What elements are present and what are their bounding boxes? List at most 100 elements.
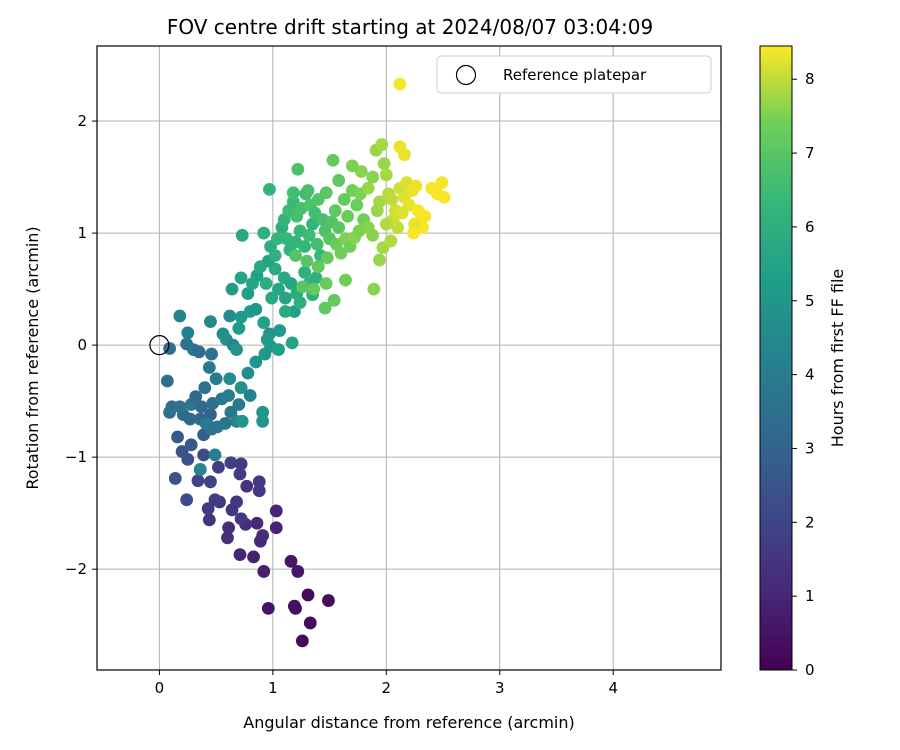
y-tick-label: 0: [77, 336, 87, 354]
y-tick-label: 1: [77, 224, 87, 242]
data-point: [252, 484, 266, 498]
data-point: [240, 479, 254, 493]
data-point: [257, 316, 271, 330]
data-point: [306, 217, 319, 231]
colorbar: 0 1 2 3 4 5 6 7 8: [759, 45, 815, 679]
data-point: [278, 305, 292, 318]
data-point: [395, 206, 409, 220]
legend-marker-open-circle-icon: [455, 64, 477, 86]
data-point: [269, 504, 283, 518]
data-point: [303, 616, 317, 630]
colorbar-tick-label: 1: [805, 587, 815, 605]
data-point: [193, 463, 207, 476]
x-tick-label: 0: [155, 679, 165, 697]
x-tick-label: 2: [382, 679, 392, 697]
data-point: [263, 182, 276, 196]
data-point: [175, 445, 189, 458]
colorbar-label: Hours from first FF file: [828, 269, 847, 448]
plot-frame: [96, 45, 722, 671]
data-point: [243, 389, 257, 402]
data-point: [367, 282, 381, 296]
data-point: [232, 398, 246, 411]
data-point: [366, 228, 380, 242]
data-point: [234, 512, 248, 526]
y-tick-label: −2: [65, 560, 87, 578]
data-point: [398, 148, 411, 162]
y-tick-label: −1: [65, 448, 87, 466]
data-point: [385, 193, 399, 206]
data-point: [211, 460, 225, 474]
data-point: [298, 265, 312, 279]
data-point: [326, 153, 340, 167]
data-point: [278, 291, 292, 305]
data-point: [171, 430, 184, 444]
x-tick-label: 4: [608, 679, 618, 697]
data-point: [247, 550, 260, 564]
data-point: [285, 336, 299, 350]
colorbar-tick-label: 0: [805, 661, 815, 679]
data-point: [384, 234, 398, 248]
data-point: [291, 162, 305, 176]
data-point: [307, 282, 321, 296]
reference-point: [149, 335, 170, 356]
colorbar-tick-label: 4: [805, 366, 815, 384]
data-point: [409, 179, 423, 193]
data-point: [205, 347, 218, 361]
data-point: [189, 390, 203, 404]
data-point: [273, 324, 287, 337]
colorbar-ticks: 0 1 2 3 4 5 6 7 8: [792, 70, 815, 679]
reference-marker: [149, 335, 170, 356]
data-point: [339, 273, 352, 287]
data-point: [234, 457, 248, 471]
data-point: [302, 228, 316, 242]
data-point: [224, 456, 238, 470]
data-point: [272, 343, 285, 356]
data-point: [373, 195, 386, 209]
data-point: [235, 414, 249, 428]
data-point: [191, 474, 205, 488]
data-point: [289, 249, 302, 262]
plot-area: 0 1 2 3 4 −2 −1 0 1 2: [65, 45, 722, 697]
x-axis-label: Angular distance from reference (arcmin): [243, 713, 574, 732]
data-point: [256, 405, 270, 419]
data-point: [379, 168, 393, 182]
colorbar-tick-label: 7: [805, 144, 815, 162]
data-point: [204, 475, 217, 489]
y-axis-label: Rotation from reference (arcmin): [23, 226, 42, 489]
data-point: [198, 381, 212, 395]
data-point: [319, 186, 333, 200]
data-point: [230, 495, 243, 509]
data-point: [260, 333, 274, 346]
data-point: [208, 493, 222, 507]
data-point: [334, 246, 348, 260]
data-point: [295, 634, 309, 648]
data-point: [184, 438, 198, 452]
data-point: [310, 237, 324, 251]
legend-entry-reference: Reference platepar: [503, 66, 647, 84]
data-point: [311, 260, 325, 274]
data-point: [361, 181, 375, 195]
data-point: [256, 414, 270, 428]
data-point: [373, 253, 386, 267]
data-point: [437, 190, 451, 204]
data-point: [322, 594, 335, 607]
data-point: [295, 280, 309, 294]
data-point: [293, 296, 307, 309]
data-point: [320, 251, 334, 265]
data-point: [435, 176, 449, 190]
data-point: [284, 277, 298, 290]
data-point: [393, 77, 407, 91]
data-point: [249, 355, 263, 369]
data-point: [261, 601, 275, 615]
data-point: [181, 326, 195, 340]
data-point: [309, 271, 323, 285]
data-point: [222, 389, 236, 402]
data-point: [249, 302, 263, 316]
x-tick-label: 3: [495, 679, 505, 697]
data-point: [234, 271, 248, 285]
data-point: [268, 262, 282, 276]
data-point: [418, 209, 432, 223]
data-point: [377, 157, 391, 171]
data-point: [265, 291, 279, 305]
